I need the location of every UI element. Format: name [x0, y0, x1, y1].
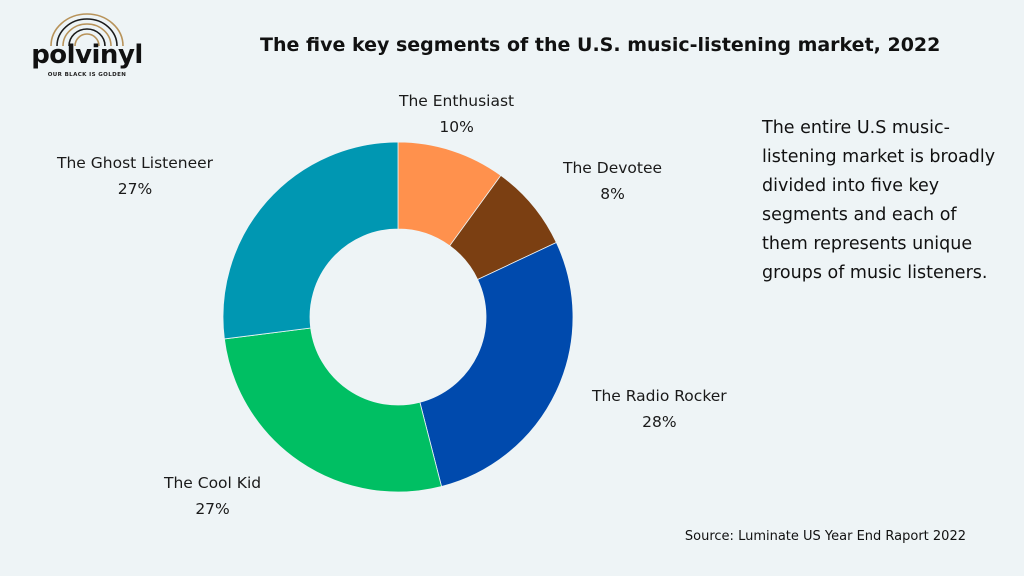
label-name: The Radio Rocker: [592, 387, 727, 405]
label-value: 27%: [117, 180, 153, 198]
label-name: The Cool Kid: [164, 474, 262, 492]
label-enthusiast: The Enthusiast 10%: [399, 88, 514, 140]
label-name: The Ghost Listeneer: [57, 154, 214, 172]
label-devotee: The Devotee 8%: [563, 155, 662, 207]
label-cool-kid: The Cool Kid 27%: [164, 470, 261, 522]
polvinyl-logo: polvinyl OUR BLACK IS GOLDEN: [22, 12, 152, 82]
label-name: The Enthusiast: [399, 92, 515, 110]
slice-the-radio-rocker: [419, 241, 574, 487]
source-note: Source: Luminate US Year End Raport 2022: [684, 529, 966, 544]
description-text: The entire U.S music-listening market is…: [762, 118, 996, 283]
label-value: 8%: [600, 185, 625, 203]
label-radio-rocker: The Radio Rocker 28%: [592, 383, 727, 435]
label-value: 10%: [439, 118, 474, 136]
vinyl-arcs-icon: [50, 13, 124, 46]
logo-tagline: OUR BLACK IS GOLDEN: [47, 72, 127, 78]
slice-the-cool-kid: [223, 327, 443, 493]
label-value: 28%: [642, 413, 677, 431]
label-value: 27%: [195, 500, 230, 518]
chart-title: The five key segments of the U.S. music-…: [260, 34, 941, 56]
label-ghost-listeneer: The Ghost Listeneer 27%: [57, 150, 213, 202]
slice-the-ghost-listeneer: [222, 141, 399, 340]
logo-wordmark: polvinyl: [31, 40, 143, 70]
label-name: The Devotee: [563, 159, 663, 177]
